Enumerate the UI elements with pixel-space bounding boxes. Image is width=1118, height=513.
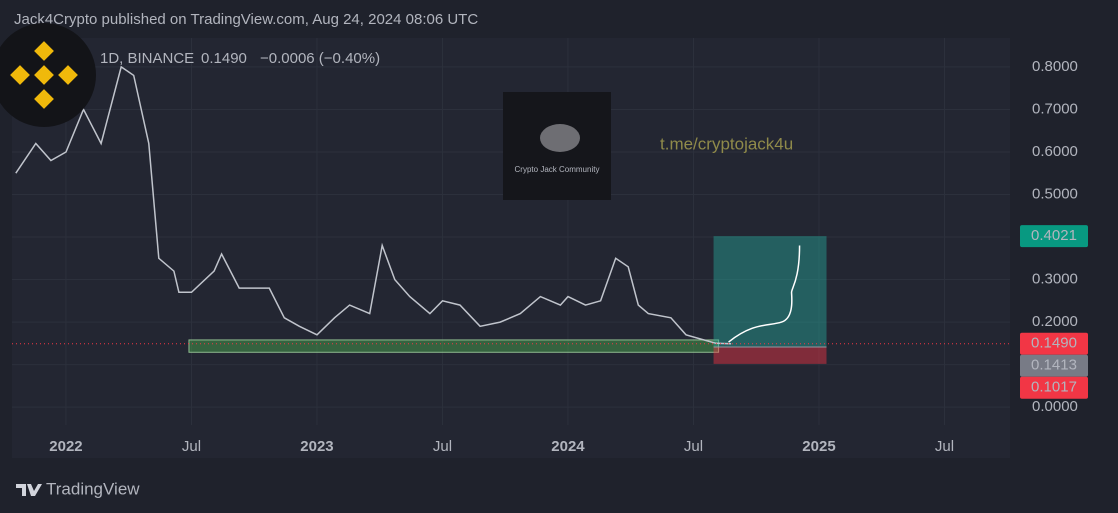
loss-zone <box>713 347 827 364</box>
x-tick-label: 2022 <box>49 438 82 455</box>
stop-label-box <box>1020 376 1088 399</box>
logo-caption: Crypto Jack Community <box>515 165 600 174</box>
y-tick-label: 0.2000 <box>1032 313 1078 330</box>
y-tick-label: 0.8000 <box>1032 58 1078 75</box>
y-tick-label: 0.7000 <box>1032 100 1078 117</box>
last-price-label-box <box>1020 332 1088 355</box>
x-tick-label: 2023 <box>300 438 333 455</box>
entry-label: 0.1413 <box>1031 357 1077 374</box>
x-tick-label: Jul <box>182 438 201 455</box>
watermark: t.me/cryptojack4u <box>660 134 793 153</box>
footer-brand: TradingView <box>46 479 140 498</box>
tv-logo <box>16 484 42 496</box>
x-tick-label: Jul <box>935 438 954 455</box>
publisher: Jack4Crypto published on TradingView.com… <box>14 11 478 28</box>
x-tick-label: Jul <box>684 438 703 455</box>
price-line <box>15 65 732 345</box>
x-tick-label: 2024 <box>551 438 585 455</box>
header-change: −0.0006 (−0.40%) <box>260 50 380 67</box>
entry-label-box <box>1020 354 1088 377</box>
bull-icon <box>540 124 580 152</box>
x-tick-label: 2025 <box>802 438 835 455</box>
projection-curve <box>728 245 801 343</box>
y-tick-label: 0.0000 <box>1032 398 1078 415</box>
target-label: 0.4021 <box>1031 227 1077 244</box>
stop-label: 0.1017 <box>1031 379 1077 396</box>
target-label-box <box>1020 225 1088 248</box>
profit-zone <box>713 236 827 348</box>
header-price: 0.1490 <box>201 50 247 67</box>
y-tick-label: 0.3000 <box>1032 271 1078 288</box>
support-zone <box>188 339 720 353</box>
y-tick-label: 0.6000 <box>1032 143 1078 160</box>
last-price-label: 0.1490 <box>1031 335 1077 352</box>
symbol: 1D, BINANCE <box>100 50 194 67</box>
y-tick-label: 0.5000 <box>1032 185 1078 202</box>
x-tick-label: Jul <box>433 438 452 455</box>
